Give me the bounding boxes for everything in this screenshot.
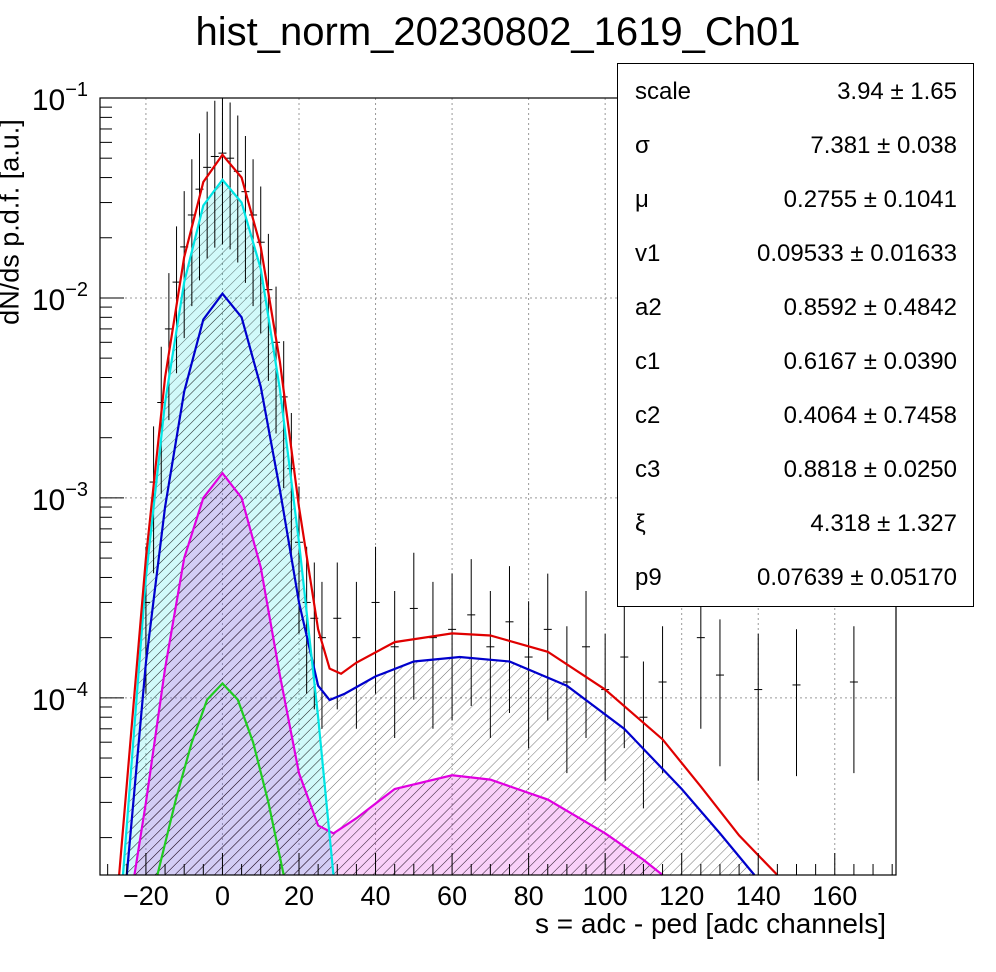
fit-curve bbox=[121, 177, 335, 876]
stats-param-name: scale bbox=[635, 78, 692, 105]
stats-row: a2 0.8592 ± 0.4842 bbox=[618, 280, 973, 334]
stats-param-value: 0.6167 ± 0.0390 bbox=[783, 348, 957, 375]
stats-row: μ 0.2755 ± 0.1041 bbox=[618, 172, 973, 226]
x-tick-label: 40 bbox=[361, 881, 391, 911]
x-axis-label: s = adc - ped [adc channels] bbox=[535, 908, 886, 939]
stats-row: c2 0.4064 ± 0.7458 bbox=[618, 388, 973, 442]
x-tick-label: 140 bbox=[736, 881, 781, 911]
x-tick-label: 100 bbox=[583, 881, 628, 911]
stats-param-value: 4.318 ± 1.327 bbox=[810, 510, 957, 537]
fit-curve bbox=[125, 291, 756, 876]
stats-row: p9 0.07639 ± 0.05170 bbox=[618, 550, 973, 604]
y-axis-label: dN/ds p.d.f. [a.u.] bbox=[0, 119, 25, 325]
chart-title: hist_norm_20230802_1619_Ch01 bbox=[195, 10, 801, 54]
stats-param-value: 0.8592 ± 0.4842 bbox=[783, 294, 957, 321]
x-tick-label: 80 bbox=[514, 881, 544, 911]
x-tick-label: 60 bbox=[437, 881, 467, 911]
stats-param-name: p9 bbox=[635, 564, 662, 591]
stats-param-value: 0.09533 ± 0.01633 bbox=[756, 240, 957, 267]
stats-row: c3 0.8818 ± 0.0250 bbox=[618, 442, 973, 496]
stats-param-value: 0.4064 ± 0.7458 bbox=[783, 402, 957, 429]
x-tick-label: 120 bbox=[659, 881, 704, 911]
stats-param-value: 3.94 ± 1.65 bbox=[837, 78, 957, 105]
stats-param-name: a2 bbox=[635, 294, 662, 321]
stats-row: σ 7.381 ± 0.038 bbox=[618, 118, 973, 172]
y-tick-label: 10−4 bbox=[32, 679, 88, 717]
stats-param-value: 0.07639 ± 0.05170 bbox=[756, 564, 957, 591]
stats-param-value: 0.8818 ± 0.0250 bbox=[783, 456, 957, 483]
fit-curve bbox=[118, 152, 779, 876]
stats-param-name: σ bbox=[635, 132, 650, 159]
stats-row: scale 3.94 ± 1.65 bbox=[618, 64, 973, 118]
stats-param-name: v1 bbox=[635, 240, 661, 267]
fit-curve bbox=[156, 681, 285, 876]
stats-row: c1 0.6167 ± 0.0390 bbox=[618, 334, 973, 388]
x-tick-label: 20 bbox=[284, 881, 314, 911]
y-tick-label: 10−2 bbox=[32, 279, 88, 317]
fit-curve bbox=[133, 471, 664, 876]
stats-param-name: c2 bbox=[635, 402, 661, 429]
stats-row: ξ 4.318 ± 1.327 bbox=[618, 496, 973, 550]
stats-param-name: c3 bbox=[635, 456, 661, 483]
x-tick-label: −20 bbox=[123, 881, 169, 911]
y-tick-label: 10−1 bbox=[32, 79, 88, 117]
y-tick-label: 10−3 bbox=[32, 479, 88, 517]
stats-param-value: 7.381 ± 0.038 bbox=[810, 132, 957, 159]
stats-param-name: ξ bbox=[635, 510, 646, 537]
series-hatch-fill bbox=[134, 473, 663, 875]
stats-param-name: μ bbox=[635, 186, 649, 213]
stats-param-value: 0.2755 ± 0.1041 bbox=[783, 186, 957, 213]
x-tick-label: 0 bbox=[215, 881, 230, 911]
x-tick-label: 160 bbox=[812, 881, 857, 911]
fit-stats-box: scale 3.94 ± 1.65 σ 7.381 ± 0.038 μ 0.2755 ± … bbox=[617, 63, 974, 607]
stats-row: v1 0.09533 ± 0.01633 bbox=[618, 226, 973, 280]
stats-param-name: c1 bbox=[635, 348, 661, 375]
